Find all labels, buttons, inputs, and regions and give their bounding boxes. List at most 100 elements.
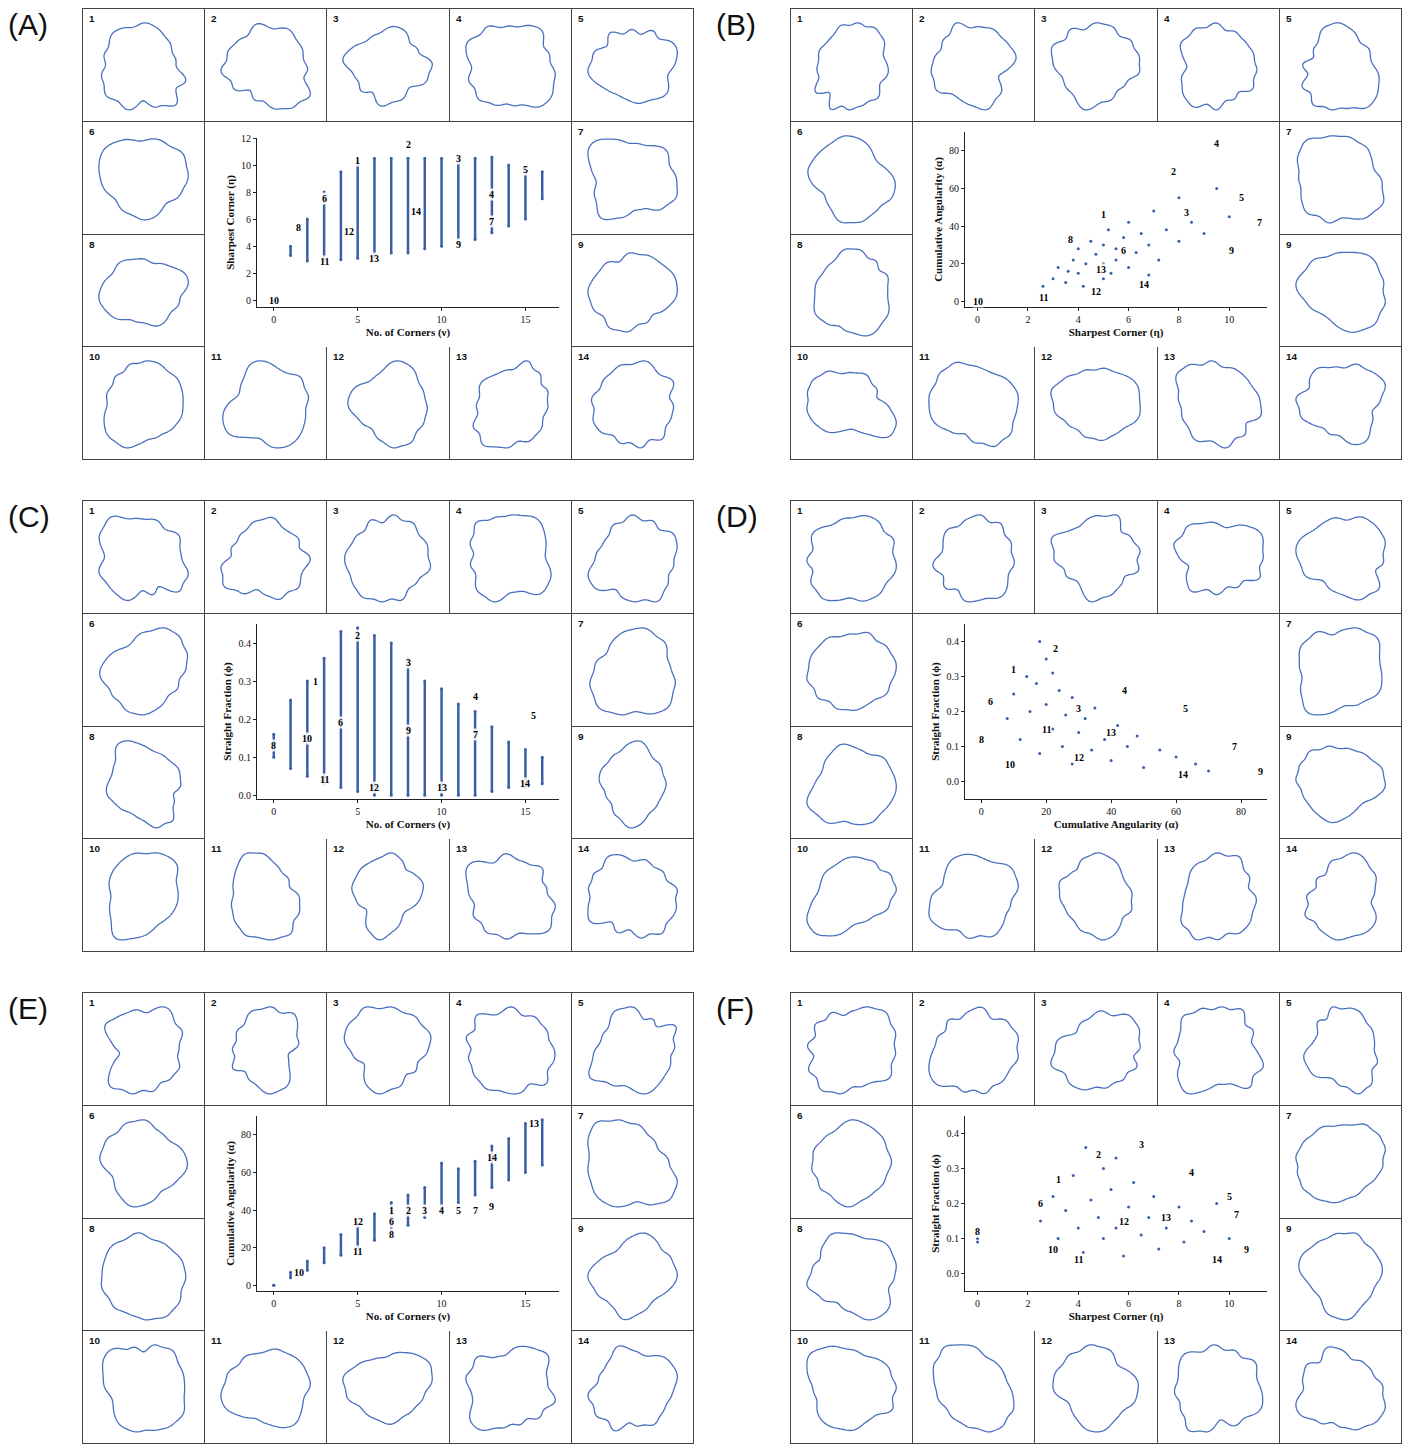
svg-text:3: 3 <box>1041 13 1047 24</box>
svg-text:0: 0 <box>954 296 959 307</box>
svg-text:10: 10 <box>89 351 101 362</box>
svg-text:No. of Corners (ν): No. of Corners (ν) <box>366 326 451 339</box>
svg-text:15: 15 <box>521 314 531 325</box>
svg-text:4: 4 <box>246 240 251 251</box>
svg-text:12: 12 <box>1119 1216 1129 1227</box>
svg-text:10: 10 <box>1005 759 1015 770</box>
svg-text:80: 80 <box>949 145 959 156</box>
svg-text:9: 9 <box>1286 1222 1292 1233</box>
svg-text:0.2: 0.2 <box>947 1198 960 1209</box>
svg-text:1: 1 <box>89 505 95 516</box>
svg-text:6: 6 <box>246 213 251 224</box>
svg-text:7: 7 <box>473 1205 478 1216</box>
svg-text:12: 12 <box>1041 843 1053 854</box>
svg-text:20: 20 <box>1041 806 1051 817</box>
svg-text:10: 10 <box>241 159 251 170</box>
svg-text:5: 5 <box>578 13 584 24</box>
svg-text:Cumulative Angularity (α): Cumulative Angularity (α) <box>932 157 945 282</box>
svg-text:2: 2 <box>355 630 360 641</box>
svg-text:Cumulative Angularity (α): Cumulative Angularity (α) <box>1054 818 1179 831</box>
svg-text:9: 9 <box>456 239 461 250</box>
svg-text:1: 1 <box>355 155 360 166</box>
svg-text:0.4: 0.4 <box>947 1128 960 1139</box>
svg-text:7: 7 <box>1286 126 1292 137</box>
svg-text:10: 10 <box>797 351 809 362</box>
svg-text:15: 15 <box>521 1298 531 1309</box>
svg-text:7: 7 <box>489 216 494 227</box>
svg-text:9: 9 <box>578 238 584 249</box>
svg-text:10: 10 <box>437 806 447 817</box>
svg-text:1: 1 <box>89 13 95 24</box>
svg-text:13: 13 <box>1161 1212 1171 1223</box>
svg-text:9: 9 <box>1244 1244 1249 1255</box>
svg-text:0.1: 0.1 <box>947 1233 960 1244</box>
svg-text:6: 6 <box>988 696 993 707</box>
svg-text:15: 15 <box>521 806 531 817</box>
svg-text:0.0: 0.0 <box>239 789 252 800</box>
svg-text:10: 10 <box>1224 1298 1234 1309</box>
svg-text:0.1: 0.1 <box>947 741 960 752</box>
svg-text:0.3: 0.3 <box>947 1163 960 1174</box>
svg-text:6: 6 <box>322 193 327 204</box>
svg-text:10: 10 <box>1224 314 1234 325</box>
svg-text:5: 5 <box>1183 703 1188 714</box>
svg-text:Sharpest Corner (η): Sharpest Corner (η) <box>1069 326 1164 339</box>
svg-text:2: 2 <box>1053 643 1058 654</box>
svg-text:80: 80 <box>1236 806 1246 817</box>
svg-text:5: 5 <box>1286 13 1292 24</box>
svg-text:5: 5 <box>523 164 528 175</box>
svg-text:4: 4 <box>1164 13 1170 24</box>
svg-text:0: 0 <box>975 314 980 325</box>
svg-text:3: 3 <box>422 1205 427 1216</box>
svg-text:4: 4 <box>1076 314 1081 325</box>
svg-text:2: 2 <box>919 13 925 24</box>
svg-text:Sharpest Corner (η): Sharpest Corner (η) <box>1069 1310 1164 1323</box>
svg-text:2: 2 <box>406 1205 411 1216</box>
svg-text:8: 8 <box>89 1222 95 1233</box>
svg-text:10: 10 <box>294 1267 304 1278</box>
svg-text:11: 11 <box>320 256 329 267</box>
svg-text:Cumulative Angularity (α): Cumulative Angularity (α) <box>224 1141 237 1266</box>
svg-text:12: 12 <box>1041 1335 1053 1346</box>
svg-text:5: 5 <box>355 314 360 325</box>
svg-text:9: 9 <box>1286 238 1292 249</box>
svg-text:9: 9 <box>406 725 411 736</box>
svg-text:13: 13 <box>1096 264 1106 275</box>
svg-text:0.3: 0.3 <box>239 675 252 686</box>
svg-text:60: 60 <box>241 1167 251 1178</box>
svg-text:11: 11 <box>211 1335 222 1346</box>
svg-text:0.2: 0.2 <box>239 713 252 724</box>
svg-text:3: 3 <box>456 153 461 164</box>
svg-text:12: 12 <box>333 351 345 362</box>
svg-text:8: 8 <box>1068 234 1073 245</box>
svg-text:4: 4 <box>1164 505 1170 516</box>
svg-text:5: 5 <box>1286 997 1292 1008</box>
svg-text:8: 8 <box>1177 314 1182 325</box>
svg-text:13: 13 <box>456 351 468 362</box>
svg-text:10: 10 <box>269 295 279 306</box>
svg-text:13: 13 <box>1164 351 1176 362</box>
svg-text:13: 13 <box>437 782 447 793</box>
svg-text:11: 11 <box>1074 1254 1083 1265</box>
svg-text:Straight Fraction (ϕ): Straight Fraction (ϕ) <box>929 662 942 761</box>
svg-text:13: 13 <box>456 1335 468 1346</box>
svg-text:1: 1 <box>1101 209 1106 220</box>
svg-text:6: 6 <box>1038 1198 1043 1209</box>
svg-text:11: 11 <box>353 1246 362 1257</box>
svg-text:1: 1 <box>797 505 803 516</box>
svg-text:11: 11 <box>1039 292 1048 303</box>
svg-text:20: 20 <box>241 1242 251 1253</box>
svg-text:No. of Corners (ν): No. of Corners (ν) <box>366 1310 451 1323</box>
svg-text:80: 80 <box>241 1129 251 1140</box>
svg-text:0: 0 <box>975 1298 980 1309</box>
svg-text:11: 11 <box>1042 724 1051 735</box>
svg-text:3: 3 <box>1041 505 1047 516</box>
svg-text:9: 9 <box>578 730 584 741</box>
svg-text:5: 5 <box>1286 505 1292 516</box>
svg-text:1: 1 <box>797 997 803 1008</box>
svg-text:4: 4 <box>1122 685 1127 696</box>
svg-text:4: 4 <box>1214 138 1219 149</box>
svg-text:14: 14 <box>1212 1254 1222 1265</box>
svg-text:2: 2 <box>211 505 217 516</box>
svg-text:7: 7 <box>1286 1110 1292 1121</box>
